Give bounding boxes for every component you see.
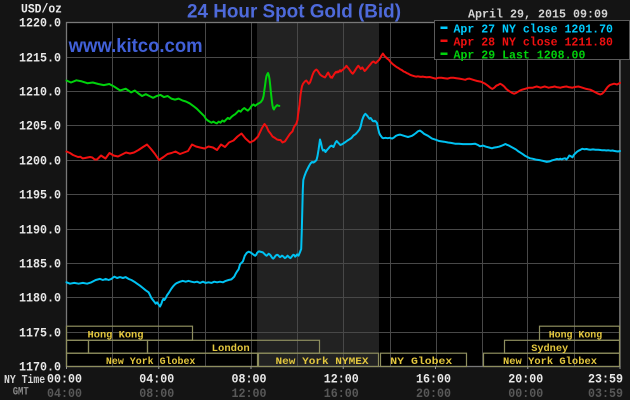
svg-text:Hong Kong: Hong Kong xyxy=(88,329,144,341)
svg-text:1170.0: 1170.0 xyxy=(19,359,61,374)
svg-text:USD/oz: USD/oz xyxy=(21,2,62,17)
svg-text:www.kitco.com: www.kitco.com xyxy=(68,36,203,57)
svg-text:20:00: 20:00 xyxy=(508,372,543,386)
svg-text:23:59: 23:59 xyxy=(588,372,623,386)
svg-text:1190.0: 1190.0 xyxy=(19,222,61,237)
svg-text:1180.0: 1180.0 xyxy=(19,290,61,305)
svg-text:03:59: 03:59 xyxy=(588,387,623,400)
svg-text:1185.0: 1185.0 xyxy=(19,256,61,271)
svg-text:GMT: GMT xyxy=(13,387,29,399)
svg-text:24 Hour Spot Gold (Bid): 24 Hour Spot Gold (Bid) xyxy=(187,1,401,22)
svg-text:Apr 29 Last 1208.00: Apr 29 Last 1208.00 xyxy=(454,49,586,63)
svg-text:04:00: 04:00 xyxy=(47,387,82,400)
svg-text:16:00: 16:00 xyxy=(324,387,359,400)
svg-text:08:00: 08:00 xyxy=(139,387,174,400)
svg-text:London: London xyxy=(212,343,250,355)
svg-text:New York Globex: New York Globex xyxy=(106,356,196,368)
svg-text:1220.0: 1220.0 xyxy=(19,15,61,30)
svg-text:Sydney: Sydney xyxy=(531,343,569,355)
svg-text:Hong Kong: Hong Kong xyxy=(549,329,603,341)
svg-text:12:00: 12:00 xyxy=(324,372,359,386)
svg-text:1205.0: 1205.0 xyxy=(19,118,61,133)
svg-text:April 29, 2015 09:09: April 29, 2015 09:09 xyxy=(468,8,608,22)
svg-text:1200.0: 1200.0 xyxy=(19,153,61,168)
svg-text:Apr 27 NY close 1201.70: Apr 27 NY close 1201.70 xyxy=(454,23,614,37)
svg-text:Apr 28 NY close 1211.80: Apr 28 NY close 1211.80 xyxy=(454,36,614,50)
svg-text:New York Globex: New York Globex xyxy=(503,356,598,368)
svg-text:1195.0: 1195.0 xyxy=(19,187,61,202)
svg-text:04:00: 04:00 xyxy=(139,372,174,386)
svg-text:New York NYMEX: New York NYMEX xyxy=(276,356,370,368)
svg-text:08:00: 08:00 xyxy=(232,372,267,386)
svg-text:00:00: 00:00 xyxy=(508,387,543,400)
svg-text:1210.0: 1210.0 xyxy=(19,84,61,99)
svg-text:NY Globex: NY Globex xyxy=(390,356,453,368)
svg-text:12:00: 12:00 xyxy=(232,387,267,400)
svg-text:1215.0: 1215.0 xyxy=(19,50,61,65)
svg-text:20:00: 20:00 xyxy=(416,387,451,400)
svg-text:NY Time: NY Time xyxy=(4,374,45,387)
svg-text:1175.0: 1175.0 xyxy=(19,325,61,340)
svg-text:00:00: 00:00 xyxy=(47,372,82,386)
svg-text:16:00: 16:00 xyxy=(416,372,451,386)
